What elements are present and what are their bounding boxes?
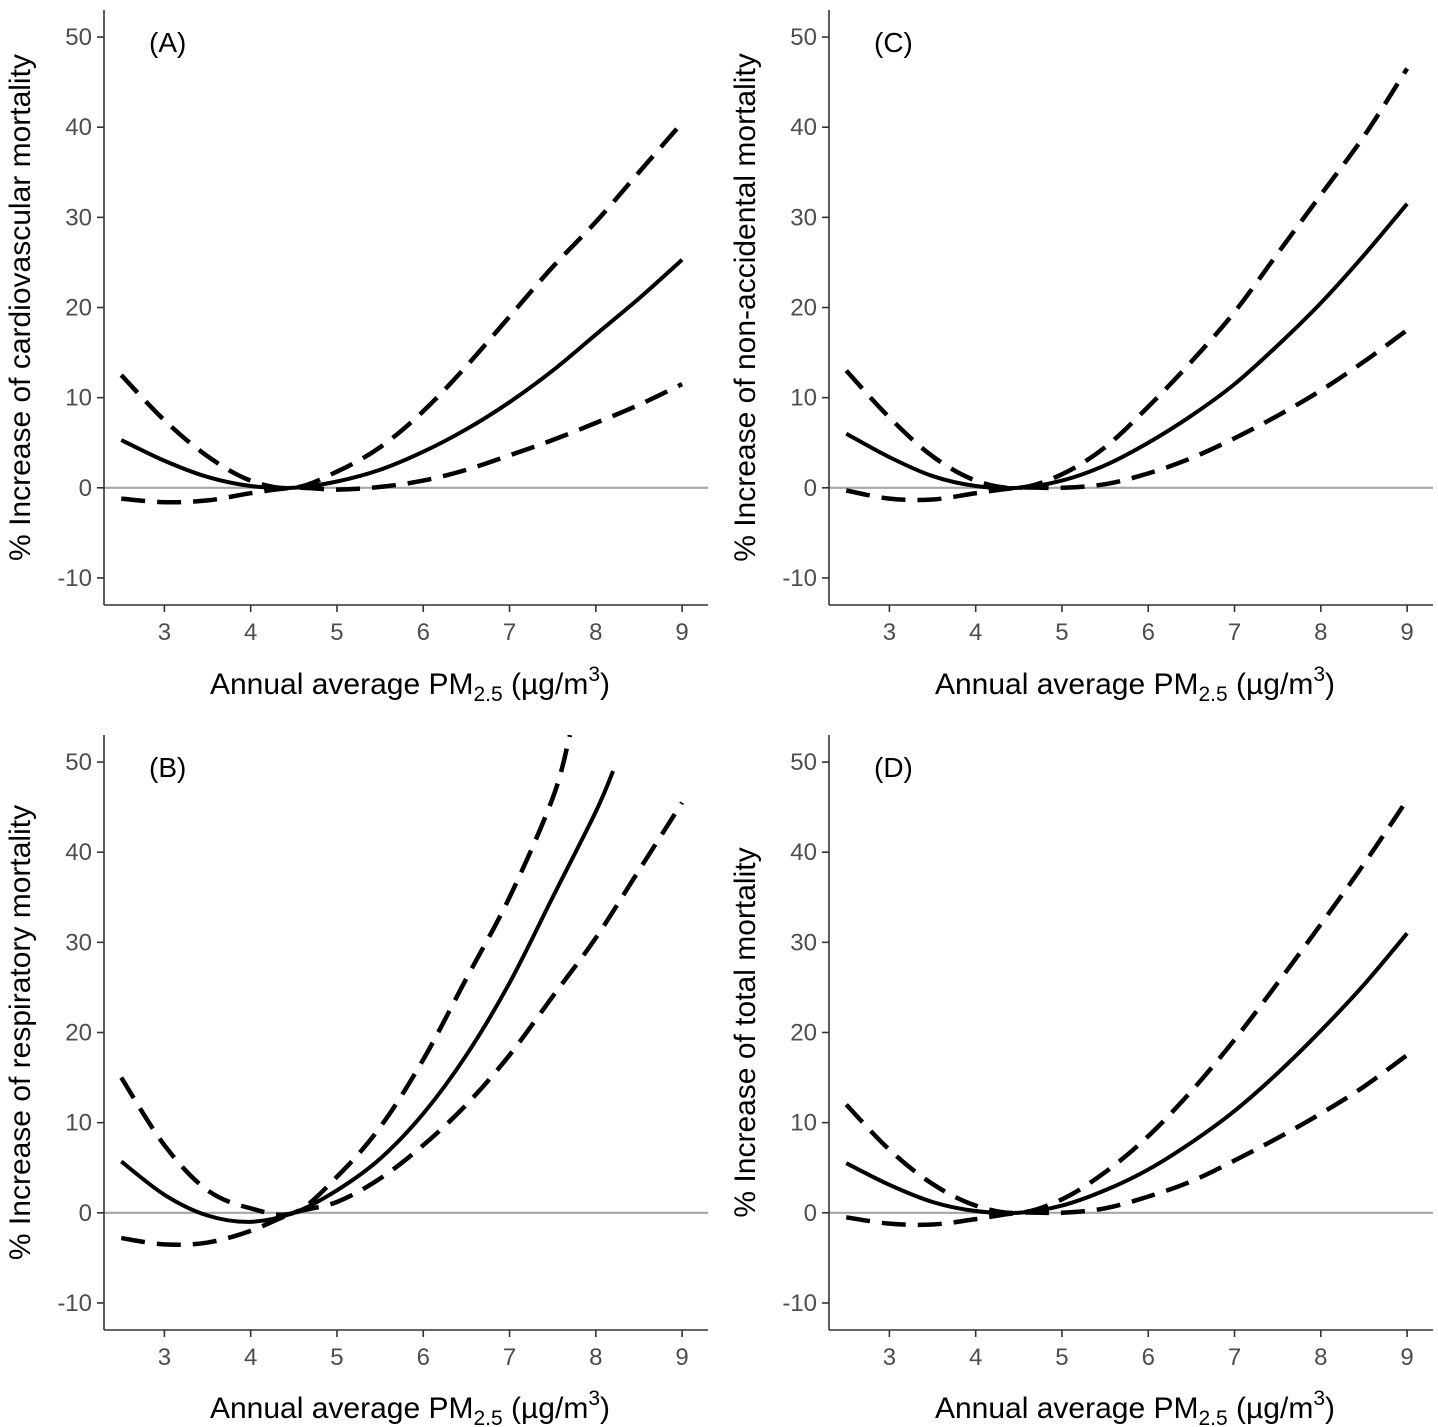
x-tick-label: 8 — [589, 1344, 602, 1371]
x-axis-title: Annual average PM2.5 (µg/m3) — [935, 663, 1335, 706]
x-tick-label: 6 — [417, 619, 430, 646]
y-tick-label: 0 — [79, 475, 92, 502]
y-axis-title: % Increase of total mortality — [729, 847, 762, 1217]
y-tick-label: -10 — [57, 1290, 92, 1317]
x-tick-label: 9 — [675, 1344, 688, 1371]
y-tick-label: 40 — [65, 114, 92, 141]
y-axis-title: % Increase of non-accidental mortality — [729, 53, 762, 562]
estimate-curve — [120, 770, 615, 1224]
x-tick-label: 3 — [158, 619, 171, 646]
panel-label: (D) — [874, 752, 913, 783]
x-tick-label: 8 — [589, 619, 602, 646]
y-tick-label: 30 — [65, 929, 92, 956]
y-tick-label: 0 — [804, 1200, 817, 1227]
panel-d: -10 0 10 20 30 40 50 3 4 5 6 7 8 9 (D) % Increase of to… — [729, 735, 1433, 1427]
y-tick-label: 10 — [65, 1110, 92, 1137]
x-tick-label: 7 — [1228, 619, 1241, 646]
lower-ci-curve — [121, 382, 684, 505]
panel-a: -10 0 10 20 30 40 50 3 4 5 6 7 8 9 (A) % Increase of ca… — [4, 10, 708, 706]
x-axis-title: Annual average PM2.5 (µg/m3) — [210, 663, 610, 706]
upper-ci-curve — [844, 798, 1409, 1216]
x-tick-label: 7 — [503, 619, 516, 646]
y-tick-label: 20 — [65, 1020, 92, 1047]
y-tick-label: 20 — [65, 295, 92, 322]
x-tick-label: 6 — [1142, 619, 1155, 646]
upper-ci-curve — [844, 67, 1410, 491]
lower-ci-curve — [845, 328, 1409, 503]
panel-label: (C) — [874, 27, 913, 58]
y-tick-label: 0 — [79, 1200, 92, 1227]
x-tick-label: 4 — [969, 619, 982, 646]
upper-ci-curve — [119, 735, 573, 1218]
y-tick-label: 50 — [65, 24, 92, 51]
y-tick-label: 50 — [790, 24, 817, 51]
upper-ci-curve — [119, 121, 684, 491]
panel-b: -10 0 10 20 30 40 50 3 4 5 6 7 8 9 (B) % Increase of re… — [4, 735, 708, 1427]
x-tick-label: 5 — [330, 1344, 343, 1371]
estimate-curve — [845, 932, 1409, 1216]
x-tick-label: 3 — [158, 1344, 171, 1371]
y-tick-label: 0 — [804, 475, 817, 502]
x-tick-label: 6 — [417, 1344, 430, 1371]
y-tick-label: 40 — [790, 114, 817, 141]
y-tick-label: 10 — [790, 1110, 817, 1137]
x-tick-label: 5 — [1055, 1344, 1068, 1371]
x-tick-label: 7 — [503, 1344, 516, 1371]
y-tick-label: 30 — [790, 204, 817, 231]
panel-label: (A) — [149, 27, 186, 58]
y-tick-label: 30 — [790, 929, 817, 956]
y-tick-label: 50 — [790, 749, 817, 776]
y-tick-label: -10 — [57, 565, 92, 592]
y-tick-label: -10 — [782, 565, 817, 592]
y-tick-label: 30 — [65, 204, 92, 231]
x-tick-label: 9 — [1400, 619, 1413, 646]
y-tick-label: -10 — [782, 1290, 817, 1317]
y-axis-title: % Increase of cardiovascular mortality — [4, 54, 37, 561]
panel-label: (B) — [149, 752, 186, 783]
panel-c: -10 0 10 20 30 40 50 3 4 5 6 7 8 9 (C) % Increase of no… — [729, 10, 1433, 706]
y-tick-label: 50 — [65, 749, 92, 776]
x-tick-label: 4 — [244, 1344, 257, 1371]
y-tick-label: 10 — [65, 385, 92, 412]
x-tick-label: 4 — [969, 1344, 982, 1371]
y-tick-label: 40 — [65, 839, 92, 866]
y-tick-label: 10 — [790, 385, 817, 412]
x-tick-label: 6 — [1142, 1344, 1155, 1371]
x-tick-label: 9 — [675, 619, 688, 646]
x-tick-label: 8 — [1314, 619, 1327, 646]
estimate-curve — [845, 202, 1409, 491]
y-tick-label: 40 — [790, 839, 817, 866]
x-axis-title: Annual average PM2.5 (µg/m3) — [210, 1387, 610, 1427]
y-tick-label: 20 — [790, 1020, 817, 1047]
x-tick-label: 5 — [330, 619, 343, 646]
x-tick-label: 3 — [883, 619, 896, 646]
lower-ci-curve — [120, 801, 685, 1247]
y-axis-title: % Increase of respiratory mortality — [4, 805, 37, 1260]
x-tick-label: 4 — [244, 619, 257, 646]
x-tick-label: 9 — [1400, 1344, 1413, 1371]
estimate-curve — [120, 258, 684, 491]
y-tick-label: 20 — [790, 295, 817, 322]
x-tick-label: 3 — [883, 1344, 896, 1371]
x-tick-label: 5 — [1055, 619, 1068, 646]
lower-ci-curve — [845, 1053, 1409, 1228]
x-tick-label: 8 — [1314, 1344, 1327, 1371]
x-tick-label: 7 — [1228, 1344, 1241, 1371]
x-axis-title: Annual average PM2.5 (µg/m3) — [935, 1387, 1335, 1427]
